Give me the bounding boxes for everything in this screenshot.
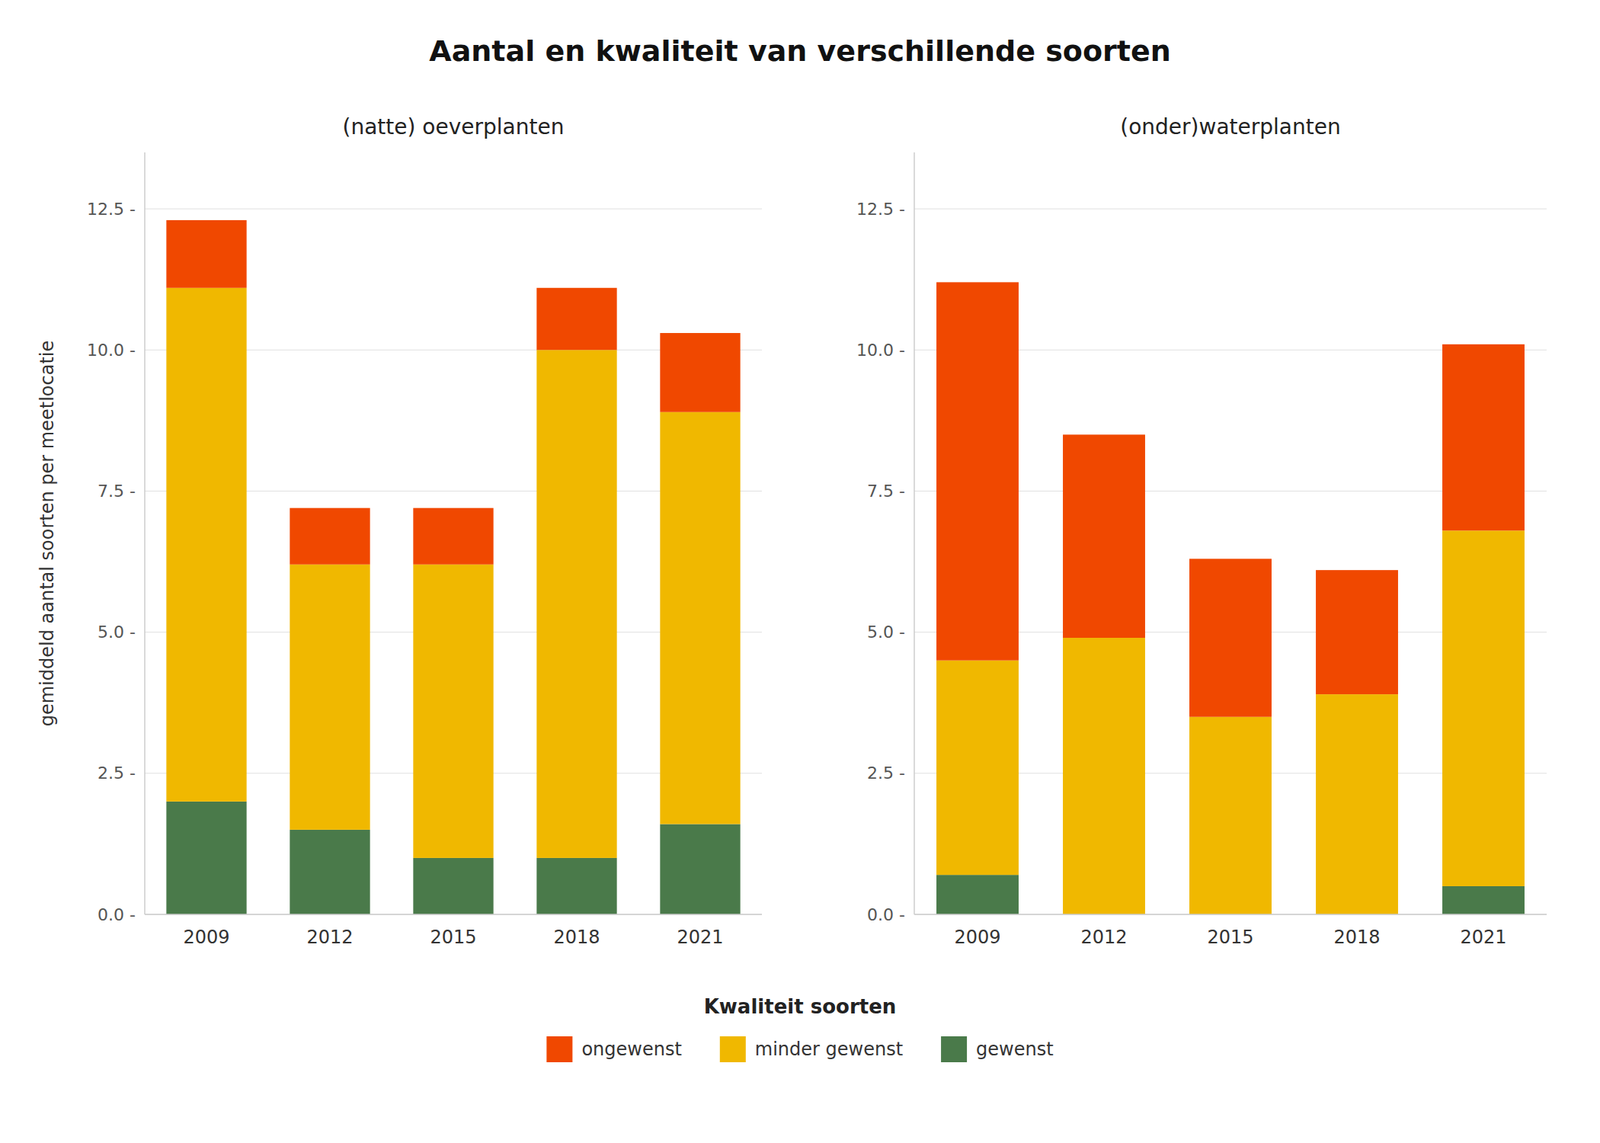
- bar-segment: [1442, 886, 1525, 915]
- x-tick-label: 2012: [306, 926, 353, 948]
- legend-item: gewenst: [940, 1036, 1054, 1063]
- panel: 0.0 - 2.5 - 5.0 - 7.5 - 10.0 - 12.5 - 2009 2012…: [36, 114, 762, 948]
- legend-item: ongewenst: [546, 1036, 682, 1063]
- background: [0, 0, 1600, 1143]
- bar-segment: [412, 564, 493, 858]
- x-tick-label: 2012: [1080, 926, 1127, 948]
- y-tick-label: 5.0 -: [867, 622, 906, 642]
- bar-segment: [1062, 637, 1146, 915]
- y-tick-label: 10.0 -: [86, 340, 136, 360]
- y-tick-label: 2.5 -: [97, 763, 136, 783]
- panel: 0.0 - 2.5 - 5.0 - 7.5 - 10.0 - 12.5 - 2009 2012…: [856, 114, 1547, 948]
- x-axis-line: [144, 913, 762, 916]
- bars: [936, 281, 1525, 915]
- bar-segment: [166, 220, 247, 288]
- bar-segment: [412, 508, 493, 565]
- y-tick-label: 0.0 -: [97, 905, 136, 925]
- y-tick-label: 10.0 -: [856, 340, 906, 360]
- y-tick-label: 12.5 -: [86, 199, 136, 219]
- grid-line: [914, 208, 1547, 210]
- legend-swatch: [720, 1036, 746, 1063]
- chart-title: Aantal en kwaliteit van verschillende so…: [428, 34, 1172, 68]
- bar-segment: [1062, 434, 1146, 638]
- subplot-title: (natte) oeverplanten: [342, 114, 565, 140]
- bar-segment: [289, 564, 370, 830]
- bar-segment: [536, 288, 617, 350]
- bar-segment: [536, 857, 617, 915]
- legend-item: minder gewenst: [720, 1036, 903, 1063]
- x-tick-label: 2015: [429, 926, 477, 948]
- legend-label: gewenst: [976, 1038, 1054, 1060]
- x-axis-line: [914, 913, 1547, 916]
- legend-swatch: [546, 1036, 573, 1063]
- bars: [166, 220, 740, 915]
- chart-root: Aantal en kwaliteit van verschillende so…: [0, 0, 1600, 1143]
- legend-label: ongewenst: [581, 1038, 682, 1060]
- x-tick-label: 2015: [1206, 926, 1254, 948]
- y-tick-label: 5.0 -: [97, 622, 136, 642]
- bar-segment: [536, 349, 617, 858]
- y-axis-label: gemiddeld aantal soorten per meetlocatie: [36, 340, 58, 727]
- bar-segment: [936, 874, 1019, 915]
- bar-segment: [1315, 569, 1399, 695]
- y-tick-label: 2.5 -: [867, 763, 906, 783]
- bar-segment: [936, 281, 1019, 660]
- x-tick-label: 2021: [676, 926, 724, 948]
- bar-segment: [289, 508, 370, 565]
- bar-segment: [166, 288, 247, 802]
- y-tick-label: 12.5 -: [856, 199, 906, 219]
- bar-segment: [1189, 558, 1272, 717]
- y-tick-label: 7.5 -: [97, 481, 136, 501]
- y-axis-line: [913, 152, 916, 915]
- bar-segment: [936, 660, 1019, 875]
- x-tick-label: 2009: [953, 926, 1001, 948]
- bar-segment: [289, 829, 370, 915]
- bar-segment: [659, 823, 740, 915]
- bar-segment: [1442, 530, 1525, 887]
- grid-line: [144, 208, 762, 210]
- x-tick-label: 2021: [1459, 926, 1507, 948]
- legend-label: minder gewenst: [755, 1038, 903, 1060]
- y-tick-label: 7.5 -: [867, 481, 906, 501]
- legend-title: Kwaliteit soorten: [704, 995, 897, 1018]
- y-tick-label: 0.0 -: [867, 905, 906, 925]
- bar-segment: [1442, 344, 1525, 531]
- x-tick-label: 2009: [182, 926, 230, 948]
- grid-line: [144, 914, 762, 916]
- legend: Kwaliteit soorten ongewenst minder gewenst…: [546, 995, 1053, 1063]
- subplot-title: (onder)waterplanten: [1120, 114, 1341, 140]
- x-tick-label: 2018: [553, 926, 600, 948]
- bar-segment: [1315, 694, 1399, 915]
- bar-segment: [166, 801, 247, 915]
- bar-segment: [659, 412, 740, 825]
- grid-line: [914, 914, 1547, 916]
- bar-segment: [412, 857, 493, 915]
- bar-segment: [659, 332, 740, 413]
- bar-segment: [1189, 716, 1272, 915]
- legend-swatch: [940, 1036, 967, 1063]
- y-axis-line: [144, 152, 146, 915]
- x-tick-label: 2018: [1333, 926, 1380, 948]
